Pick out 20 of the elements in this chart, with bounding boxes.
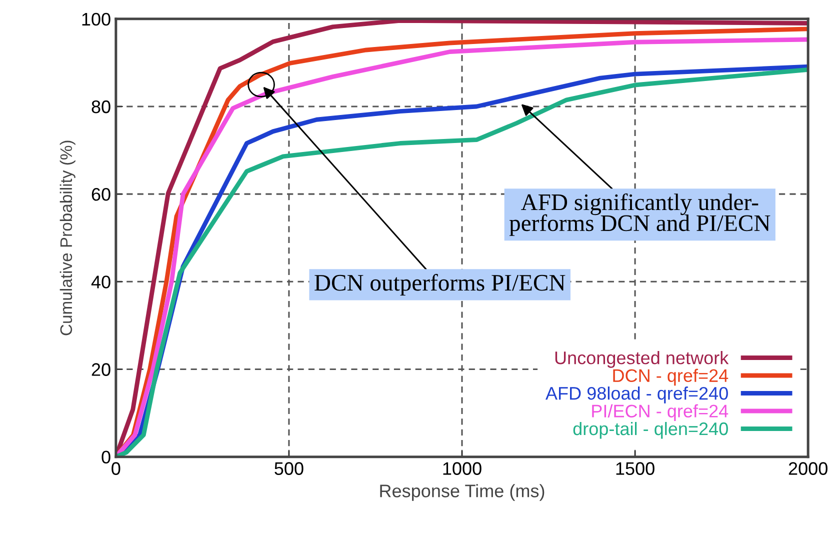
y-tick-label: 40 [91, 276, 110, 288]
y-tick-label: 0 [102, 450, 110, 464]
y-tick-label: 20 [92, 363, 110, 376]
x-tick-label: 0 [112, 462, 120, 475]
annotation: DCN outperforms PI/ECN [314, 274, 566, 296]
x-tick-label: 2000 [788, 462, 828, 475]
legend-label: drop-tail - qlen=240 [573, 422, 728, 439]
x-axis-title: Response Time (ms) [380, 484, 544, 501]
y-tick-label: 60 [92, 188, 110, 201]
legend-label: AFD 98load - qref=240 [546, 386, 728, 404]
annotation: AFD significantly under- performs DCN and PI/ECN [509, 193, 770, 236]
legend-label: DCN - qref=24 [613, 368, 728, 386]
legend-label: PI/ECN - qref=24 [592, 404, 728, 422]
y-axis-title: Cumulative Probability (%) [60, 140, 76, 336]
y-tick-label: 80 [92, 100, 110, 114]
x-tick-label: 500 [274, 462, 304, 475]
x-tick-label: 1500 [616, 462, 654, 475]
y-tick-label: 100 [82, 12, 110, 26]
x-tick-label: 1000 [443, 462, 482, 475]
legend-label: Uncongested network [555, 351, 729, 368]
